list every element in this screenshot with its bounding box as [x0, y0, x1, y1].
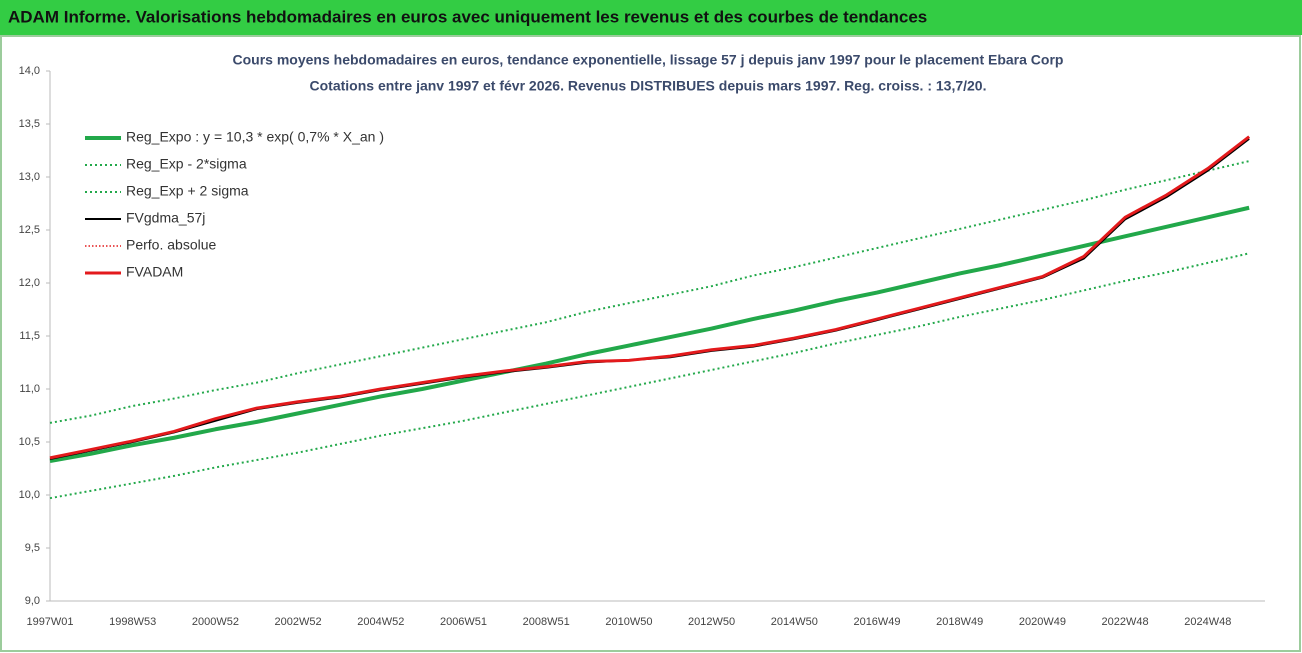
y-tick-label: 13,5: [19, 118, 40, 130]
x-tick-label: 2002W52: [275, 616, 322, 628]
header-bar: [0, 0, 1302, 35]
x-tick-label: 2018W49: [936, 616, 983, 628]
x-tick-label: 1997W01: [26, 616, 73, 628]
x-tick-label: 2010W50: [605, 616, 652, 628]
legend-label: FVgdma_57j: [126, 210, 205, 226]
y-tick-label: 9,5: [25, 542, 40, 554]
x-tick-label: 1998W53: [109, 616, 156, 628]
y-tick-label: 10,5: [19, 436, 40, 448]
y-tick-label: 14,0: [19, 65, 40, 77]
x-tick-label: 2000W52: [192, 616, 239, 628]
x-tick-label: 2006W51: [440, 616, 487, 628]
x-tick-label: 2004W52: [357, 616, 404, 628]
header-title: ADAM Informe. Valorisations hebdomadaire…: [8, 7, 927, 26]
series-line: [49, 252, 1250, 500]
x-tick-label: 2024W48: [1184, 616, 1231, 628]
x-tick-label: 2022W48: [1102, 616, 1149, 628]
legend-label: Perfo. absolue: [126, 237, 216, 253]
y-tick-label: 9,0: [25, 595, 40, 607]
series-line: [49, 205, 1250, 464]
y-tick-label: 13,0: [19, 171, 40, 183]
chart-title: Cours moyens hebdomadaires en euros, ten…: [233, 52, 1064, 68]
chart-frame: [0, 35, 1301, 652]
x-tick-label: 2016W49: [853, 616, 900, 628]
y-tick-label: 12,0: [19, 277, 40, 289]
y-tick-label: 11,5: [19, 330, 40, 342]
legend-label: FVADAM: [126, 264, 183, 280]
series-line: [49, 135, 1251, 460]
y-tick-label: 12,5: [19, 224, 40, 236]
legend-label: Reg_Exp + 2 sigma: [126, 183, 249, 199]
y-tick-label: 10,0: [19, 489, 40, 501]
legend-label: Reg_Expo : y = 10,3 * exp( 0,7% * X_an ): [126, 129, 384, 145]
legend-label: Reg_Exp - 2*sigma: [126, 156, 247, 172]
x-tick-label: 2008W51: [523, 616, 570, 628]
x-tick-label: 2020W49: [1019, 616, 1066, 628]
x-tick-label: 2012W50: [688, 616, 735, 628]
chart-subtitle: Cotations entre janv 1997 et févr 2026. …: [310, 78, 987, 94]
x-tick-label: 2014W50: [771, 616, 818, 628]
y-tick-label: 11,0: [19, 383, 40, 395]
